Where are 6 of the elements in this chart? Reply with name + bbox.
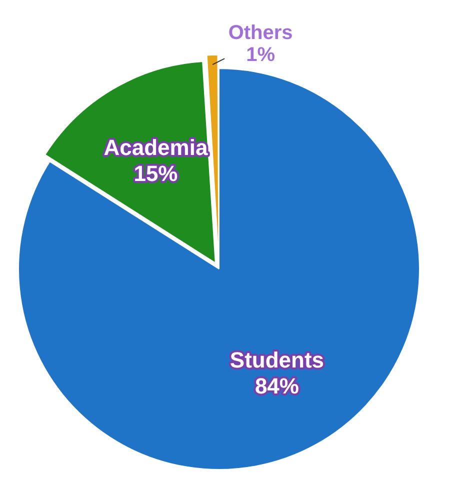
slice-label: Academia <box>104 135 208 160</box>
slice-label: Others <box>228 22 293 44</box>
data-label: 1% <box>246 44 276 66</box>
data-label: 15% <box>134 161 178 186</box>
data-label: 84% <box>254 373 299 398</box>
slice-label: Students <box>230 347 324 372</box>
